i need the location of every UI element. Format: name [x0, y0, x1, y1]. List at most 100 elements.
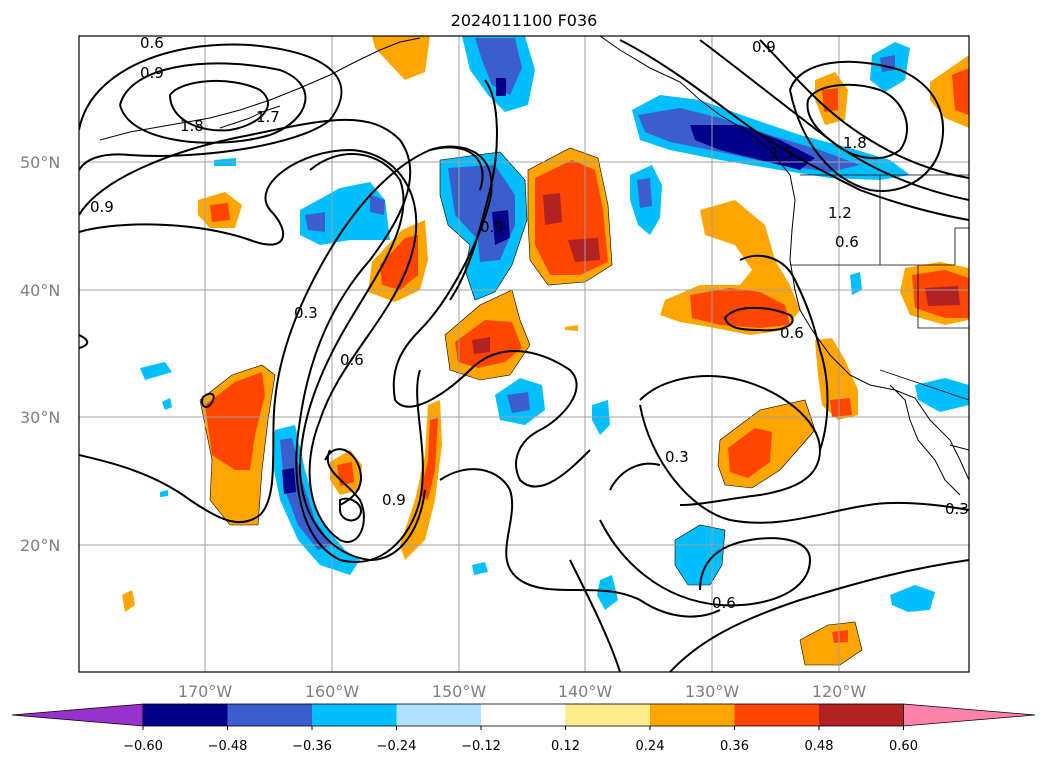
contour-line: [79, 148, 418, 543]
colorbar-tick-label: −0.12: [461, 739, 501, 754]
lon-label: 170°W: [178, 682, 233, 701]
colorbar-swatch: [312, 704, 397, 726]
anomaly-outline: [199, 364, 276, 526]
contour-line: [669, 559, 969, 672]
positive-anomaly: [830, 398, 852, 417]
contour-label: 0.3: [665, 448, 689, 466]
colorbar-tick-label: −0.48: [208, 739, 248, 754]
contour-line: [639, 404, 969, 524]
negative-anomaly: [160, 490, 168, 497]
negative-anomaly: [637, 178, 652, 208]
negative-anomaly: [282, 468, 296, 494]
lat-labels: 50°N 40°N 30°N 20°N: [20, 153, 60, 555]
anomaly-outline: [527, 147, 613, 286]
anomaly-outline: [674, 524, 726, 586]
contour-label: 1.8: [843, 134, 867, 152]
contour-label: 0.6: [140, 34, 164, 52]
lon-label: 120°W: [812, 682, 867, 701]
map-frame: [78, 35, 970, 673]
colorbar: −0.60 −0.48 −0.36 −0.24 −0.12 0.12 0.24 0.36 0.4…: [11, 703, 1036, 754]
contour-label: 1.2: [828, 204, 852, 222]
positive-anomaly: [952, 68, 969, 115]
contour-line: [619, 39, 969, 221]
positive-anomaly: [800, 622, 862, 665]
lon-label: 150°W: [432, 682, 487, 701]
negative-anomaly: [162, 398, 172, 410]
contour-line: [79, 43, 343, 171]
contour-labels: 0.6 0.9 1.8 1.7 0.9 0.9 0.3 0.6 0.9 0.3 …: [90, 34, 969, 612]
positive-anomaly: [205, 372, 265, 470]
anomaly-outlines: [199, 147, 863, 666]
contour-label: 0.9: [140, 64, 164, 82]
contour-line: [392, 145, 591, 488]
positive-anomaly: [832, 630, 848, 643]
contour-label: 0.9: [480, 218, 504, 236]
positive-anomaly: [728, 428, 772, 478]
negative-anomaly: [472, 562, 488, 575]
negative-anomaly: [370, 195, 385, 215]
colorbar-swatch: [565, 704, 650, 726]
contour-line: [739, 254, 829, 451]
anomaly-outline: [717, 399, 816, 489]
anomaly-outline: [439, 151, 528, 301]
colorbar-swatch: [143, 704, 228, 726]
negative-anomaly: [300, 182, 390, 245]
colorbar-extend-low: [11, 703, 144, 727]
contour-line: [806, 83, 909, 160]
colorbar-swatch: [227, 704, 312, 726]
colorbar-tick-label: 0.12: [551, 739, 580, 754]
colorbar-swatch: [819, 704, 904, 726]
contour-line: [339, 497, 362, 522]
contour-label: 0.6: [835, 233, 859, 251]
colorbar-swatch: [734, 704, 819, 726]
borders: [790, 174, 969, 401]
alaska-coast: [99, 37, 421, 141]
positive-anomaly: [420, 418, 438, 500]
negative-anomaly: [492, 210, 510, 245]
contour-label: 0.9: [382, 491, 406, 509]
colorbar-swatch: [396, 704, 481, 726]
lon-label: 140°W: [558, 682, 613, 701]
positive-anomaly: [472, 337, 490, 354]
contour-label: 0.6: [780, 324, 804, 342]
positive-anomaly: [372, 36, 430, 80]
colorbar-tick-label: 0.48: [805, 739, 834, 754]
contour-label: 1.7: [256, 108, 280, 126]
contour-label: 0.6: [712, 594, 736, 612]
contours: [79, 39, 969, 672]
mexico-coast: [949, 444, 969, 451]
positive-anomaly: [380, 235, 418, 290]
negative-anomaly: [915, 378, 969, 412]
negative-anomaly: [597, 575, 618, 610]
colorbar-tick-label: 0.24: [636, 739, 665, 754]
positive-anomaly: [122, 590, 135, 612]
contour-line: [168, 80, 270, 132]
positive-anomaly: [925, 286, 960, 306]
negative-anomaly: [890, 585, 935, 612]
lat-label: 50°N: [20, 153, 60, 172]
lon-labels: 170°W 160°W 150°W 140°W 130°W 120°W: [178, 682, 867, 701]
lon-label: 130°W: [685, 682, 740, 701]
negative-anomaly: [475, 38, 522, 95]
negative-anomaly: [507, 392, 530, 413]
negative-anomaly: [305, 212, 325, 232]
positive-anomaly: [337, 462, 354, 486]
contour-line: [298, 153, 426, 562]
positive-anomaly: [565, 325, 578, 331]
contour-label: 0.3: [945, 500, 969, 518]
map-title: 2024011100 F036: [451, 11, 598, 30]
positive-anomaly: [690, 288, 790, 328]
anomaly-outline: [799, 621, 863, 666]
lat-label: 40°N: [20, 281, 60, 300]
negative-anomaly: [690, 125, 815, 170]
contour-line: [201, 392, 215, 408]
state-border: [879, 369, 969, 401]
anomaly-outline: [444, 289, 531, 381]
negative-anomaly: [140, 362, 172, 380]
contour-line: [439, 468, 721, 618]
contour-line: [759, 39, 969, 179]
positive-anomaly: [822, 88, 838, 112]
contour-label: 0.6: [340, 351, 364, 369]
state-border: [917, 265, 969, 329]
